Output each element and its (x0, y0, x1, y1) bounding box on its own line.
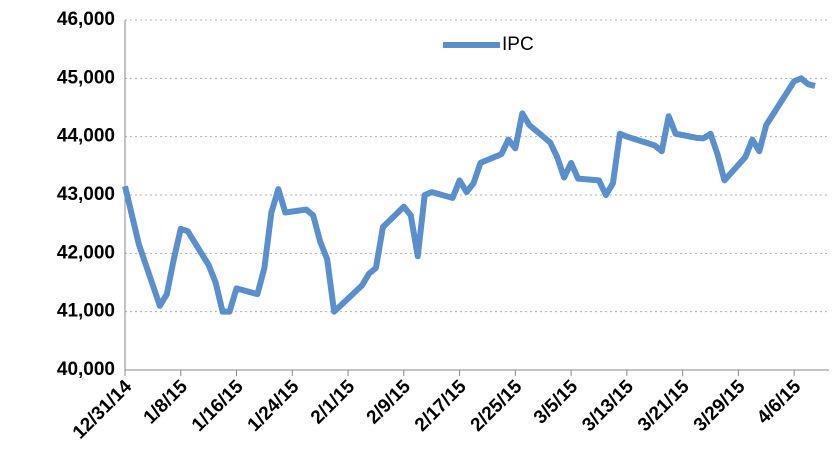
x-tick-label: 2/9/15 (363, 376, 416, 429)
y-tick-label: 46,000 (57, 9, 115, 30)
y-tick-label: 41,000 (57, 301, 115, 322)
y-tick-label: 43,000 (57, 184, 115, 205)
x-tick-label: 2/25/15 (467, 376, 527, 436)
x-tick-label: 12/31/14 (69, 376, 136, 443)
x-tick-label: 3/5/15 (530, 376, 583, 429)
line-series (122, 75, 816, 315)
y-tick-label: 42,000 (57, 242, 115, 263)
y-tick-label: 44,000 (57, 126, 115, 147)
x-tick-label: 2/1/15 (307, 376, 360, 429)
y-tick-label: 45,000 (57, 67, 115, 88)
x-tick-label: 3/13/15 (578, 376, 638, 436)
x-tick-label: 4/6/15 (753, 376, 806, 429)
x-tick-label: 1/8/15 (140, 376, 193, 429)
x-tick-label: 1/16/15 (188, 376, 248, 436)
x-tick-label: 3/21/15 (634, 376, 694, 436)
x-tick-label: 2/17/15 (411, 376, 471, 436)
x-tick-label: 3/29/15 (690, 376, 750, 436)
legend-label: IPC (502, 34, 534, 55)
x-tick-label: 1/24/15 (244, 376, 304, 436)
y-tick-label: 40,000 (57, 359, 115, 380)
